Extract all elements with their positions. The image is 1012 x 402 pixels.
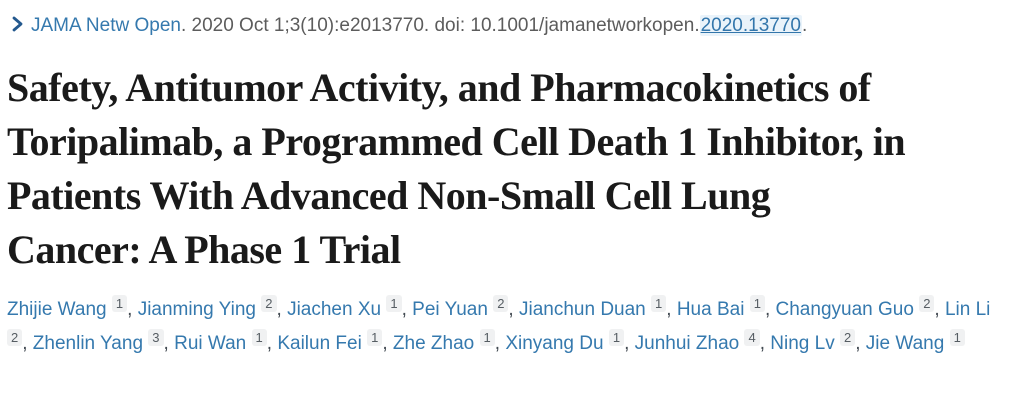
author-separator: , <box>266 333 278 354</box>
author-separator: , <box>759 333 771 354</box>
author-link[interactable]: Rui Wan <box>174 333 247 354</box>
affiliation-badge: 1 <box>749 295 765 312</box>
author-link[interactable]: Zhe Zhao <box>392 333 475 354</box>
author-link[interactable]: Xinyang Du <box>505 333 604 354</box>
affiliation-badge: 1 <box>367 329 383 346</box>
author-link[interactable]: Jiachen Xu <box>287 299 382 320</box>
citation-period: . <box>801 15 808 36</box>
author-link[interactable]: Jianming Ying <box>137 299 256 320</box>
author-separator: , <box>163 333 175 354</box>
author-link[interactable]: Junhui Zhao <box>634 333 740 354</box>
author-separator: , <box>494 333 506 354</box>
author-link[interactable]: Lin Li <box>944 299 991 320</box>
affiliation-badge: 1 <box>111 295 128 312</box>
affiliation-badge: 2 <box>261 295 277 312</box>
author-separator: , <box>764 299 776 320</box>
doi-link[interactable]: 2020.13770 <box>699 15 802 36</box>
article-title-line: Patients With Advanced Non-Small Cell Lu… <box>7 173 771 218</box>
affiliation-badge: 1 <box>608 329 625 346</box>
author-separator: , <box>855 333 866 354</box>
article-title: Safety, Antitumor Activity, and Pharmaco… <box>7 61 1002 277</box>
author-link[interactable]: Kailun Fei <box>277 333 362 354</box>
citation-details: . 2020 Oct 1;3(10):e2013770. doi: 10.100… <box>180 15 700 36</box>
affiliation-badge: 2 <box>7 329 23 346</box>
affiliation-badge: 2 <box>919 295 935 312</box>
article-title-line: Toripalimab, a Programmed Cell Death 1 I… <box>7 119 906 164</box>
author-link[interactable]: Zhenlin Yang <box>32 333 144 354</box>
journal-link[interactable]: JAMA Netw Open <box>31 15 181 36</box>
author-link[interactable]: Changyuan Guo <box>775 299 914 320</box>
author-link[interactable]: Hua Bai <box>676 299 745 320</box>
author-separator: , <box>666 299 677 320</box>
author-link[interactable]: Ning Lv <box>770 333 835 354</box>
affiliation-badge: 1 <box>949 329 965 346</box>
author-separator: , <box>276 299 288 320</box>
author-separator: , <box>22 333 33 354</box>
author-separator: , <box>934 299 945 320</box>
chevron-right-icon[interactable] <box>10 13 24 41</box>
affiliation-badge: 2 <box>493 295 509 312</box>
author-separator: , <box>624 333 635 354</box>
affiliation-badge: 2 <box>839 329 856 346</box>
author-separator: , <box>127 299 138 320</box>
affiliation-badge: 1 <box>479 329 495 346</box>
citation-bar: JAMA Netw Open. 2020 Oct 1;3(10):e201377… <box>7 12 1002 41</box>
author-link[interactable]: Zhijie Wang <box>7 299 107 320</box>
author-link[interactable]: Pei Yuan <box>412 299 488 320</box>
article-title-line: Safety, Antitumor Activity, and Pharmaco… <box>7 65 871 110</box>
author-link[interactable]: Jianchun Duan <box>518 299 646 320</box>
affiliation-badge: 1 <box>651 295 667 312</box>
affiliation-badge: 1 <box>251 329 267 346</box>
author-list: Zhijie Wang 1, Jianming Ying 2, Jiachen … <box>7 293 1002 361</box>
author-link[interactable]: Jie Wang <box>865 333 945 354</box>
affiliation-badge: 4 <box>744 329 760 346</box>
author-separator: , <box>401 299 413 320</box>
article-title-line: Cancer: A Phase 1 Trial <box>7 227 401 272</box>
author-separator: , <box>508 299 519 320</box>
author-separator: , <box>382 333 393 354</box>
affiliation-badge: 3 <box>148 329 164 346</box>
affiliation-badge: 1 <box>386 295 402 312</box>
